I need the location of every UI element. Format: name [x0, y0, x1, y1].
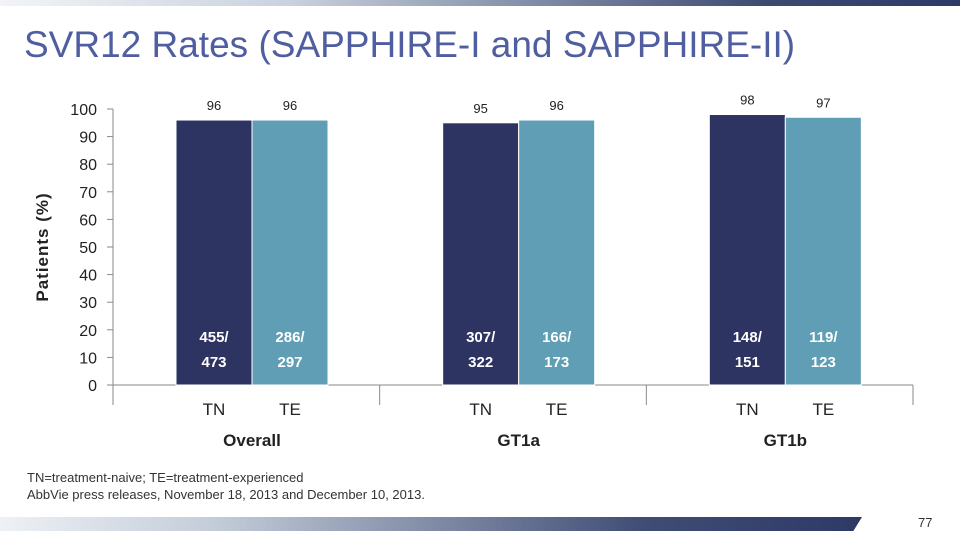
bar-count-label: 307/ [466, 329, 496, 346]
y-tick-label: 70 [79, 185, 97, 202]
bar-value-label: 96 [207, 98, 221, 113]
x-group-label: Overall [223, 431, 281, 450]
bar-tn-overall [175, 119, 253, 386]
x-series-label: TN [469, 400, 492, 419]
bar-value-label: 96 [283, 98, 297, 113]
y-tick-label: 90 [79, 130, 97, 147]
y-tick-label: 20 [79, 323, 97, 340]
bottom-accent-bar [0, 517, 862, 531]
y-tick-label: 100 [70, 102, 97, 119]
bar-tn-gt1a [442, 122, 520, 386]
bar-count-label: 286/ [275, 329, 305, 346]
page-number: 77 [918, 515, 933, 530]
svr12-bar-chart: 0 10 20 30 40 50 60 70 80 90 100 Patients (%) 96 455/… [33, 93, 914, 450]
y-axis-title: Patients (%) [33, 192, 52, 301]
y-tick-label: 60 [79, 212, 97, 229]
footnote-abbreviations: TN=treatment-naive; TE=treatment-experie… [27, 470, 304, 485]
bar-te-gt1b [784, 116, 862, 386]
y-tick-label: 0 [88, 378, 97, 395]
x-series-label: TN [203, 400, 226, 419]
x-series-label: TE [279, 400, 301, 419]
bar-count-label: 173 [544, 354, 569, 371]
bar-count-label: 297 [277, 354, 302, 371]
y-tick-label: 40 [79, 268, 97, 285]
bar-count-label: 455/ [199, 329, 229, 346]
y-tick-label: 80 [79, 157, 97, 174]
y-tick-label: 10 [79, 350, 97, 367]
bar-count-label: 473 [201, 354, 226, 371]
bar-value-label: 95 [473, 101, 487, 116]
bar-value-label: 97 [816, 95, 830, 110]
top-accent-bar [0, 0, 960, 6]
bar-count-label: 166/ [542, 329, 572, 346]
bar-count-label: 151 [735, 354, 760, 371]
x-group-label: GT1b [764, 431, 807, 450]
y-tick-label: 30 [79, 295, 97, 312]
bar-count-label: 322 [468, 354, 493, 371]
x-series-label: TE [812, 400, 834, 419]
page-title: SVR12 Rates (SAPPHIRE-I and SAPPHIRE-II) [24, 24, 796, 65]
x-series-label: TE [546, 400, 568, 419]
bar-value-label: 98 [740, 93, 754, 108]
bar-te-gt1a [518, 119, 596, 386]
x-series-label: TN [736, 400, 759, 419]
bar-count-label: 123 [811, 354, 836, 371]
footnote-source: AbbVie press releases, November 18, 2013… [27, 487, 425, 502]
bar-value-label: 96 [549, 98, 563, 113]
y-tick-label: 50 [79, 240, 97, 257]
bar-count-label: 119/ [809, 329, 838, 346]
bar-te-overall [251, 119, 329, 386]
x-group-label: GT1a [497, 431, 540, 450]
bar-count-label: 148/ [733, 329, 763, 346]
